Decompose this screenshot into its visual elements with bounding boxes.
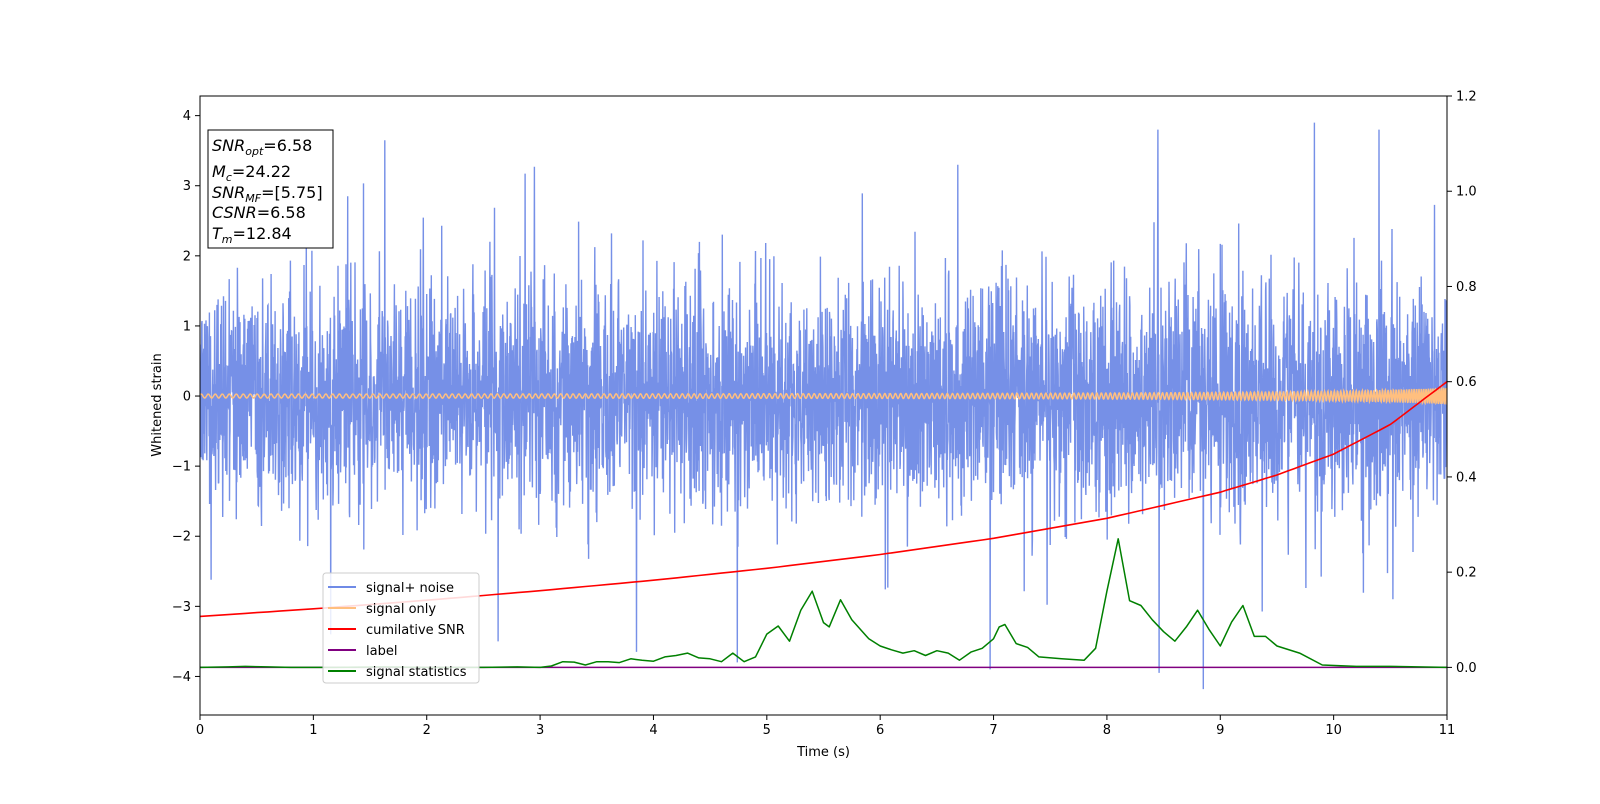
y-tick-label: −1 (172, 460, 191, 475)
y2-tick-label: 0.2 (1456, 566, 1477, 581)
y2-tick-label: 0.8 (1456, 280, 1477, 295)
y-tick-label: −3 (172, 600, 191, 615)
legend-label: label (366, 644, 397, 659)
legend: signal+ noise signal only cumilative SNR la… (322, 572, 480, 684)
annotation-line: SNRopt=6.58 (212, 136, 312, 158)
x-tick-label: 5 (763, 723, 771, 738)
y-tick-label: −4 (172, 670, 191, 685)
legend-label: cumilative SNR (366, 623, 465, 638)
y2-tick-label: 1.2 (1456, 90, 1477, 105)
series-signal-noise-line (200, 122, 1447, 690)
legend-label: signal+ noise (366, 581, 454, 596)
legend-label: signal statistics (366, 665, 467, 680)
annotation-box: SNRopt=6.58 Mc=24.22SNRMF=[5.75]CSNR=6.58… (207, 129, 334, 249)
x-tick-label: 0 (196, 723, 204, 738)
legend-label: signal only (366, 602, 436, 617)
series-signal-statistics-line (200, 538, 1447, 669)
axes-layer: 0 1 2 3 4 5 6 7 8 9 10 11 −4 −3 −2 −1 0 1 2 3 4 0.0 0.2 0.4 0.6 0… (172, 90, 1477, 739)
y-tick-label: 3 (183, 179, 191, 194)
y-tick-label: 2 (183, 249, 191, 264)
x-tick-label: 1 (309, 723, 317, 738)
x-tick-label: 3 (536, 723, 544, 738)
annotation-line: Tm=12.84 (212, 224, 292, 246)
y-tick-label: 4 (183, 109, 191, 124)
plot-frame (199, 95, 1448, 716)
x-tick-label: 11 (1439, 723, 1456, 738)
x-tick-label: 9 (1216, 723, 1224, 738)
y2-tick-label: 0.6 (1456, 375, 1477, 390)
annotation-line: SNRMF=[5.75] (212, 183, 323, 205)
x-axis-label: Time (s) (796, 745, 850, 760)
x-tick-label: 6 (876, 723, 884, 738)
y-tick-label: 0 (183, 390, 191, 405)
legend-frame (322, 572, 480, 684)
x-tick-label: 2 (423, 723, 431, 738)
y2-tick-label: 1.0 (1456, 185, 1477, 200)
y2-tick-label: 0.4 (1456, 470, 1477, 485)
x-tick-label: 4 (649, 723, 657, 738)
y-axis-label: Whitened strain (150, 353, 165, 456)
annotation-line: Mc=24.22 (212, 162, 291, 184)
y2-tick-label: 0.0 (1456, 661, 1477, 676)
y-tick-label: −2 (172, 530, 191, 545)
x-tick-label: 10 (1325, 723, 1342, 738)
x-tick-label: 8 (1103, 723, 1111, 738)
series-signal-only-line (200, 385, 1447, 406)
annotation-line: CSNR=6.58 (212, 203, 306, 222)
y-tick-label: 1 (183, 319, 191, 334)
x-tick-label: 7 (989, 723, 997, 738)
